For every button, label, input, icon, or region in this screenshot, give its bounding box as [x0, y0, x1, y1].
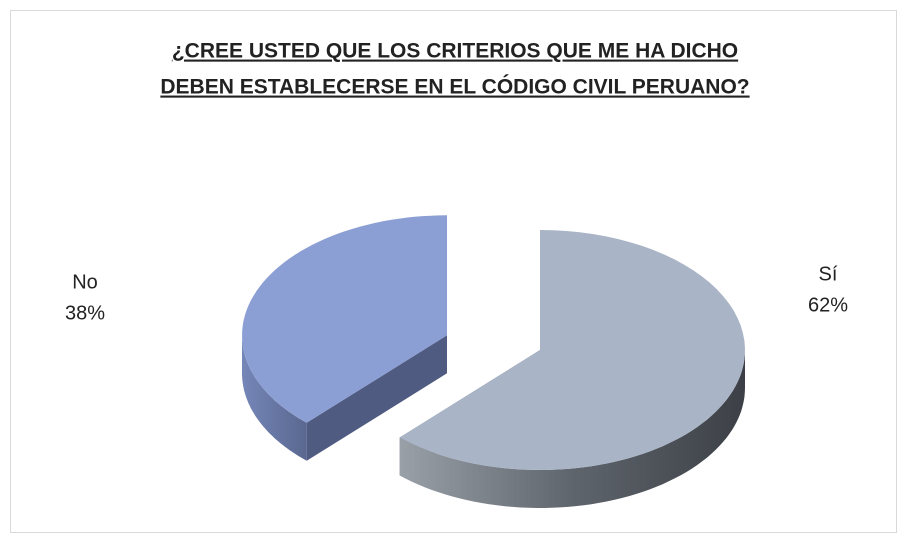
- data-label-value: 62%: [808, 294, 848, 316]
- chart-title: ¿CREE USTED QUE LOS CRITERIOS QUE ME HA …: [172, 40, 738, 63]
- chart-title: DEBEN ESTABLECERSE EN EL CÓDIGO CIVIL PE…: [160, 75, 749, 99]
- pie-slice: [399, 230, 745, 508]
- slice-wall: [399, 350, 745, 508]
- slice-wall: [242, 335, 307, 461]
- slice-top: [399, 230, 745, 470]
- data-label-value: 38%: [65, 302, 105, 324]
- data-label-category: No: [72, 271, 98, 293]
- slice-side: [306, 335, 447, 461]
- data-label-category: Sí: [819, 263, 838, 285]
- pie-slice: [242, 215, 447, 461]
- slice-top: [242, 215, 447, 423]
